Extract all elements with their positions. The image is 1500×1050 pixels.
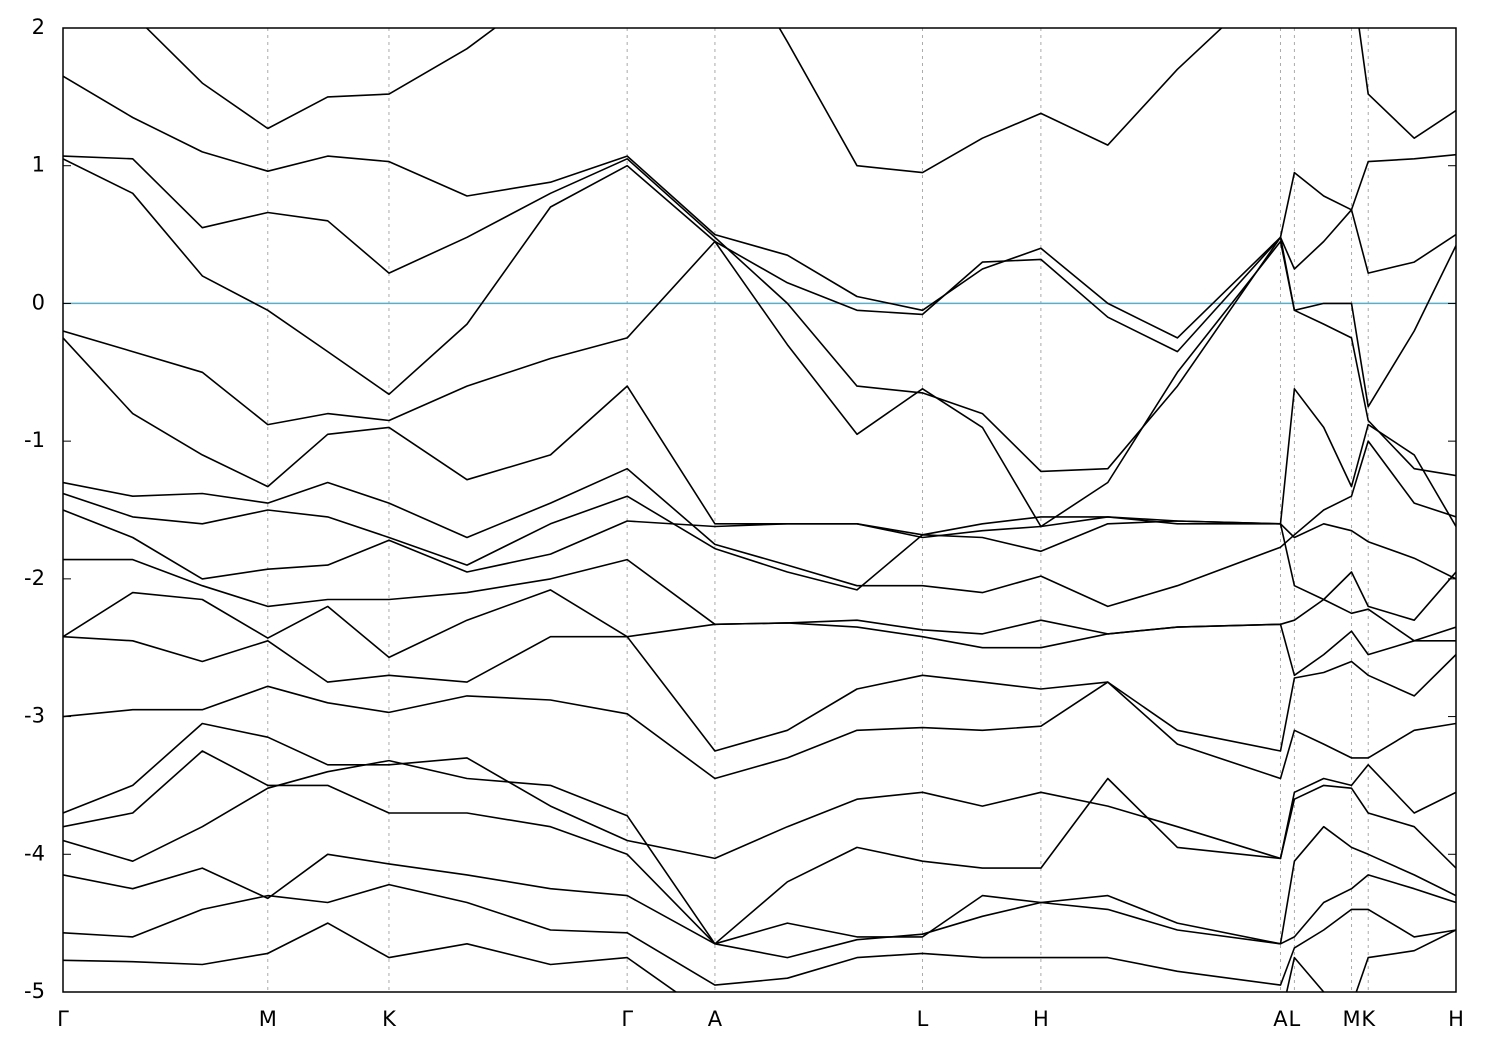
y-tick-label: 1 (32, 153, 45, 177)
band-line (63, 440, 1456, 608)
band-line (145, 28, 1456, 174)
x-tick-label: Γ (57, 1007, 69, 1031)
y-tick-label: -1 (24, 428, 45, 452)
y-tick-label: 2 (32, 15, 45, 39)
band-line (63, 681, 1456, 780)
plot-frame (62, 27, 1457, 993)
band-line (63, 155, 1456, 473)
x-tick-label: K (1361, 1007, 1376, 1031)
band-line (63, 75, 1456, 339)
band-line (63, 922, 1456, 992)
y-tick-label: -3 (24, 704, 45, 728)
band-line (63, 722, 1456, 860)
band-line (63, 635, 1456, 752)
y-tick-label: 0 (32, 290, 45, 314)
y-tick-label: -4 (24, 841, 45, 865)
x-tick-label: A (708, 1007, 723, 1031)
y-tick-label: -5 (24, 979, 45, 1003)
bands (63, 28, 1456, 992)
band-line (63, 509, 1456, 621)
x-tick-label: Γ (621, 1007, 633, 1031)
x-tick-label: A (1273, 1007, 1288, 1031)
grid (62, 28, 1457, 992)
band-line (63, 337, 1456, 536)
band-line (63, 589, 1456, 677)
band-line (63, 558, 1456, 642)
x-tick-label: H (1033, 1007, 1049, 1031)
band-line (63, 158, 1456, 528)
band-line (63, 853, 1456, 959)
band-line (63, 883, 1456, 986)
band-line (63, 236, 1456, 477)
x-tick-label: M (259, 1007, 277, 1031)
x-tick-label: H (1448, 1007, 1464, 1031)
band-line (63, 750, 1456, 945)
x-tick-label: L (917, 1007, 929, 1031)
x-tick-label: L (1289, 1007, 1301, 1031)
x-tick-label: K (382, 1007, 397, 1031)
y-tick-label: -2 (24, 566, 45, 590)
band-line (63, 492, 1456, 591)
x-tick-label: M (1342, 1007, 1360, 1031)
